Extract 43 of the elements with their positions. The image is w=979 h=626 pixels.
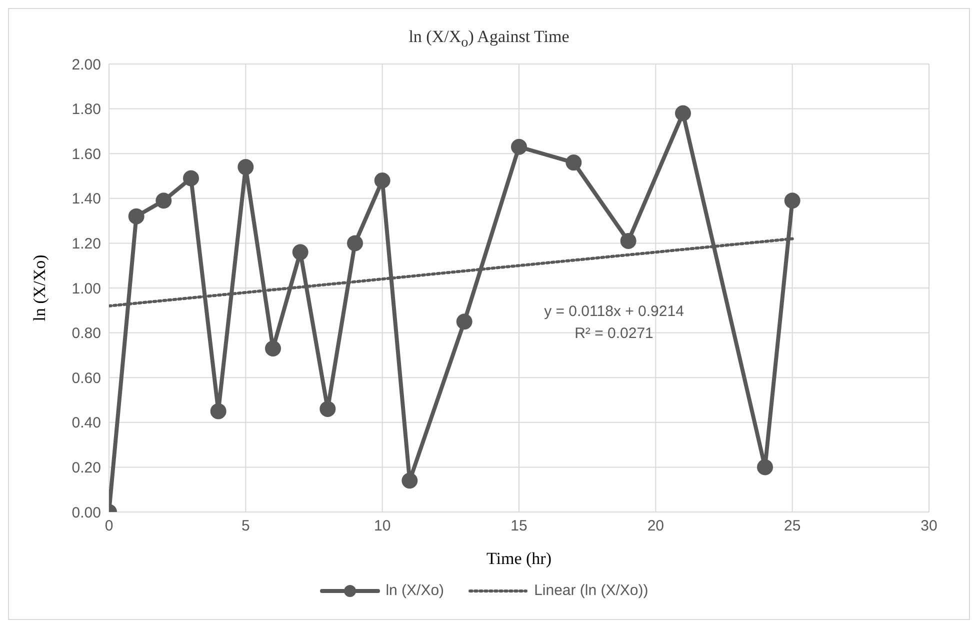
- x-tick-label: 25: [784, 518, 801, 535]
- point: [784, 192, 800, 209]
- y-axis-title: ln (X/Xo): [30, 254, 50, 322]
- y-tick-label: 1.40: [72, 190, 101, 208]
- y-tick-label: 1.80: [72, 101, 101, 118]
- x-tick-label: 5: [241, 518, 250, 535]
- y-tick-label: 0.00: [72, 504, 101, 522]
- x-tick-label: 30: [920, 518, 938, 535]
- y-tick-label: 0.20: [72, 460, 101, 477]
- legend-label: ln (X/Xo): [386, 582, 444, 599]
- x-tick-label: 15: [510, 518, 528, 535]
- x-axis-title: Time (hr): [486, 549, 552, 568]
- point: [757, 459, 773, 476]
- y-tick-label: 0.80: [72, 325, 101, 342]
- annotation: y = 0.0118x + 0.9214: [543, 302, 685, 322]
- point: [620, 232, 636, 249]
- y-tick-label: 1.00: [72, 280, 101, 298]
- point: [238, 159, 254, 176]
- point: [374, 172, 390, 188]
- point: [511, 138, 527, 155]
- point: [320, 400, 336, 417]
- y-tick-label: 2.00: [72, 56, 101, 74]
- chart-title: ln (X/X$_{o}$) Against Time: [408, 27, 570, 52]
- x-tick-label: 0: [104, 518, 114, 535]
- point: [292, 244, 308, 260]
- point: [183, 170, 199, 186]
- point: [675, 105, 691, 122]
- legend-label: Linear (ln (X/Xo)): [534, 582, 648, 599]
- y-tick-label: 0.60: [72, 370, 101, 387]
- point: [210, 403, 226, 420]
- point: [347, 235, 363, 252]
- point: [402, 472, 418, 489]
- point: [156, 192, 172, 209]
- annotation: R² = 0.0271: [574, 324, 654, 344]
- x-tick-label: 20: [647, 518, 664, 535]
- point: [566, 154, 582, 171]
- y-tick-label: 1.60: [72, 146, 101, 163]
- y-tick-label: 0.40: [72, 414, 101, 432]
- point: [128, 208, 144, 224]
- point: [456, 314, 472, 330]
- y-tick-label: 1.20: [72, 236, 101, 253]
- point: [265, 340, 281, 356]
- x-tick-label: 10: [374, 518, 391, 535]
